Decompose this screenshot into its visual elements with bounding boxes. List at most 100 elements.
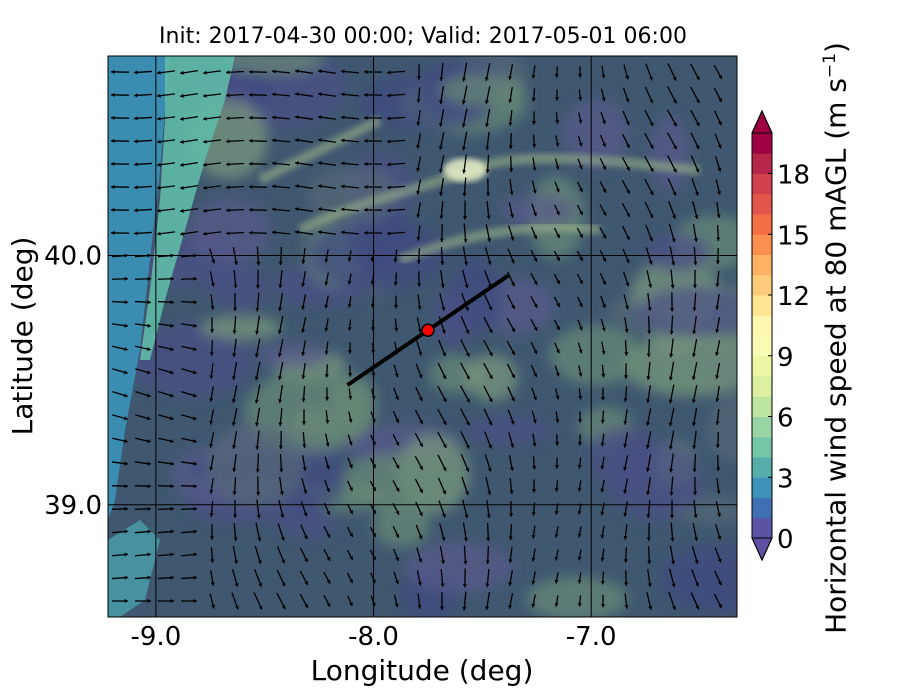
wind-arrow-head [418,374,423,379]
wind-arrow [461,108,468,128]
wind-arrow [439,86,445,104]
wind-arrow-head [693,238,698,242]
wind-arrow-head [301,260,306,264]
wind-arrow [647,316,652,334]
wind-arrow [577,158,583,170]
wind-arrow [111,300,129,305]
wind-arrow [301,317,307,333]
wind-arrow [670,269,675,289]
colorbar-segment [752,355,772,377]
wind-arrow-head [348,464,353,469]
wind-arrow-head [625,305,630,310]
wind-arrow-head [111,69,115,74]
wind-arrow-head [324,350,329,355]
wind-arrow [463,223,468,243]
wind-arrow-head [395,510,400,515]
wind-arrow-head [671,238,676,243]
wind-arrow [133,185,153,190]
wind-arrow-head [623,489,628,494]
wind-arrow [278,292,284,312]
wind-arrow-head [442,443,447,448]
colorbar-tick-label: 15 [777,221,810,251]
wind-arrow [392,457,400,469]
wind-arrow-head [670,537,675,542]
wind-arrow-head [417,581,422,586]
x-axis-ticks: -9.0 -8.0 -7.0 [131,622,617,652]
wind-arrow [577,181,583,193]
wind-arrow [508,593,514,609]
wind-arrow-head [555,418,560,423]
wind-arrow [110,138,130,143]
wind-arrow-head [554,602,559,607]
wind-arrow [554,595,559,607]
wind-arrow-head [210,581,215,586]
wind-arrow [347,595,353,607]
terrain-patch [439,72,526,107]
wind-arrow [232,339,237,357]
wind-arrow-head [257,537,262,542]
wind-arrow [460,316,470,334]
wind-arrow-head [209,443,214,448]
wind-arrow-head [111,184,115,189]
wind-arrow-head [193,598,197,604]
wind-arrow [713,87,723,103]
wind-arrow [440,569,445,587]
wind-arrow-head [232,491,237,495]
wind-arrow [133,231,153,236]
wind-arrow [180,552,198,557]
wind-arrow [209,478,214,494]
wind-arrow [112,414,128,421]
wind-arrow-head [487,238,492,242]
wind-arrow-head [578,349,583,354]
wind-arrow-head [556,303,560,308]
wind-arrow [554,526,559,538]
wind-arrow [483,408,493,426]
wind-arrow-head [485,606,490,610]
wind-arrow-head [193,438,197,443]
wind-arrow [646,523,651,541]
wind-arrow-head [717,144,722,149]
wind-arrow [691,546,699,564]
wind-arrow [324,479,331,493]
wind-arrow [278,269,283,289]
wind-arrow-head [418,535,423,540]
wind-arrow-head [579,303,583,308]
wind-arrow-head [170,484,174,489]
wind-arrow-head [124,276,128,281]
wind-arrow-head [303,512,308,517]
wind-arrow [714,133,722,149]
wind-arrow-head [645,445,650,449]
wind-arrow-head [233,537,238,541]
wind-arrow [248,92,268,97]
wind-arrow-head [203,70,207,75]
wind-arrow-head [326,579,331,584]
wind-arrow-head [341,138,345,143]
wind-arrow-head [170,300,174,305]
wind-arrow [554,457,559,469]
wind-arrow [157,575,175,580]
wind-arrow-head [577,556,582,561]
wind-arrow-head [256,261,261,266]
wind-arrow-head [715,260,720,264]
wind-arrow [646,500,651,518]
wind-arrow [531,203,537,217]
wind-arrow [134,529,152,534]
wind-arrow-head [508,605,513,609]
wind-arrow [301,409,307,425]
wind-arrow [716,478,721,494]
wind-arrow-head [579,256,583,261]
terrain-patch [463,415,553,445]
wind-arrow-head [419,465,423,470]
wind-arrow-head [226,231,230,236]
wind-arrow [692,522,699,542]
wind-arrow [180,323,198,328]
wind-arrow-head [348,418,353,423]
wind-arrow [157,506,175,511]
wind-arrow-head [324,327,329,332]
wind-arrow [669,338,674,358]
wind-arrow-head [626,212,630,217]
wind-arrow-head [193,461,197,466]
wind-arrow [440,270,445,288]
wind-arrow [506,363,516,379]
wind-arrow-head [277,330,282,334]
